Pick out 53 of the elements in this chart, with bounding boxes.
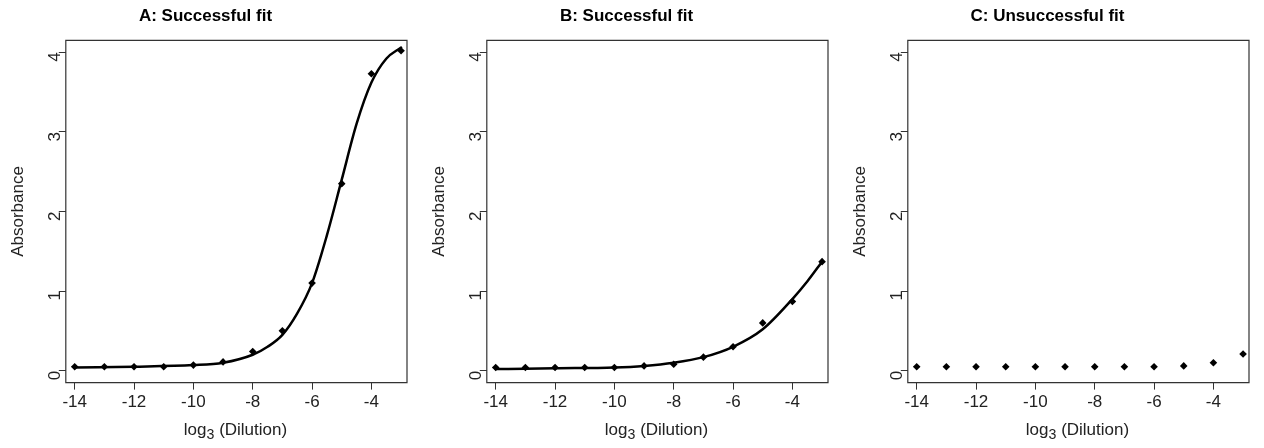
x-tick-label: -10 — [602, 392, 627, 412]
point — [1061, 362, 1069, 371]
point — [1179, 362, 1188, 370]
y-tick-label: 1 — [45, 291, 65, 301]
y-tick-label: 3 — [887, 131, 907, 142]
x-axis-title: log$_{3}$ (Dilution) — [603, 420, 710, 443]
x-tick-label: -12 — [542, 392, 568, 412]
point — [1209, 358, 1218, 367]
x-tick-label: -8 — [666, 392, 682, 412]
x-tick-label: -6 — [304, 392, 320, 412]
point — [1150, 362, 1158, 371]
y-tick-label: 4 — [45, 52, 65, 62]
chart-title: A: Successful fit — [138, 5, 273, 25]
x-tick-label: -8 — [1087, 392, 1103, 412]
y-tick-label: 2 — [887, 211, 907, 221]
y-axis-title: Absorbance — [849, 166, 869, 257]
point — [972, 362, 980, 371]
y-tick-label: 0 — [887, 370, 907, 381]
point — [912, 362, 921, 371]
x-tick-label: -14 — [904, 392, 929, 412]
x-tick-label: -12 — [963, 392, 989, 412]
x-axis-title: log$_{3}$ (Dilution) — [1024, 420, 1131, 443]
y-tick-label: 3 — [466, 131, 486, 142]
y-tick-label: 1 — [466, 291, 486, 301]
x-tick-label: -4 — [784, 392, 800, 412]
y-tick-label: 2 — [45, 211, 65, 221]
y-tick-label: 4 — [887, 52, 907, 62]
point — [1120, 362, 1129, 371]
point — [1090, 362, 1099, 371]
x-tick-label: -4 — [1205, 392, 1221, 412]
chart-title: C: Unsuccessful fit — [970, 5, 1125, 25]
point — [1001, 362, 1010, 371]
x-tick-label: -10 — [181, 392, 206, 412]
x-tick-label: -14 — [62, 392, 87, 412]
y-axis-title: Absorbance — [7, 166, 27, 257]
y-tick-label: 0 — [466, 370, 486, 381]
chart-title: B: Successful fit — [559, 5, 694, 25]
y-tick-label: 2 — [466, 211, 486, 221]
x-tick-label: -12 — [121, 392, 147, 412]
y-tick-label: 1 — [887, 291, 907, 301]
x-tick-label: -10 — [1023, 392, 1048, 412]
x-axis-title: log$_{3}$ (Dilution) — [182, 420, 289, 443]
x-tick-label: -8 — [245, 392, 261, 412]
y-axis-title: Absorbance — [428, 166, 448, 257]
x-tick-label: -4 — [363, 392, 379, 412]
point — [942, 362, 951, 371]
x-tick-label: -14 — [483, 392, 508, 412]
x-tick-label: -6 — [1146, 392, 1162, 412]
x-tick-label: -6 — [725, 392, 741, 412]
point — [1031, 362, 1040, 371]
y-tick-label: 0 — [45, 370, 65, 381]
y-tick-label: 3 — [45, 131, 65, 142]
y-tick-label: 4 — [466, 52, 486, 62]
